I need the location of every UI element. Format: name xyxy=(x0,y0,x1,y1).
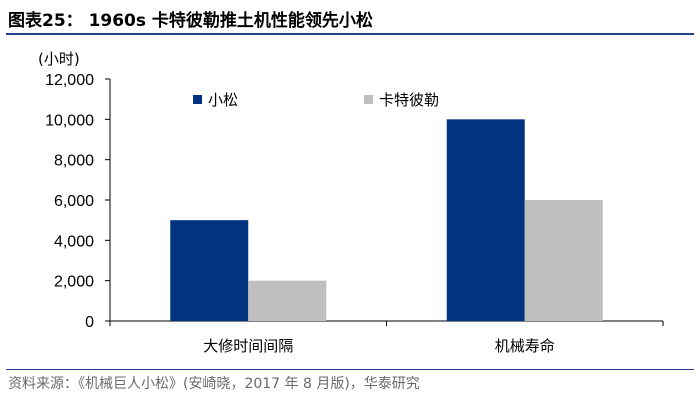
bar-卡特彼勒-机械寿命 xyxy=(524,200,603,321)
y-tick-label: 0 xyxy=(85,314,94,331)
legend-label: 小松 xyxy=(208,91,238,109)
x-tick-label: 大修时间间隔 xyxy=(203,337,293,355)
y-tick-label: 4,000 xyxy=(54,233,94,250)
legend-swatch-小松 xyxy=(193,95,202,104)
title-divider xyxy=(6,33,694,35)
y-tick-label: 6,000 xyxy=(54,193,94,210)
y-tick-label: 12,000 xyxy=(45,72,94,89)
bar-chart: (小时) 0 2,000 4,000 6,000 8,000 10,000 12,000 大修时… xyxy=(38,50,664,355)
x-tick-label: 机械寿命 xyxy=(495,337,555,355)
bar-卡特彼勒-大修时间间隔 xyxy=(248,280,327,321)
bar-小松-机械寿命 xyxy=(446,119,525,321)
y-tick-label: 10,000 xyxy=(45,112,94,129)
y-tick-label: 2,000 xyxy=(54,274,94,291)
bar-小松-大修时间间隔 xyxy=(170,220,249,321)
legend-label: 卡特彼勒 xyxy=(379,91,439,109)
source-note: 资料来源：《机械巨人小松》(安崎晓，2017 年 8 月版)，华泰研究 xyxy=(8,376,420,392)
source-divider xyxy=(6,369,694,370)
y-tick-label: 8,000 xyxy=(54,153,94,170)
chart-title: 图表25： 1960s 卡特彼勒推土机性能领先小松 xyxy=(8,11,373,31)
y-axis-unit-label: (小时) xyxy=(38,50,80,68)
legend-swatch-卡特彼勒 xyxy=(364,95,373,104)
